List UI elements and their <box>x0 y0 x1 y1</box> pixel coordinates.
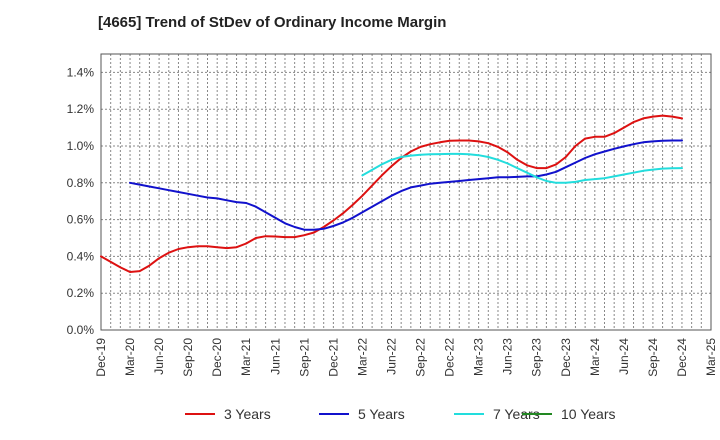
legend-label-7-years: 7 Years <box>493 406 540 422</box>
x-tick-label: Dec-23 <box>559 338 573 377</box>
chart-title: [4665] Trend of StDev of Ordinary Income… <box>98 14 447 31</box>
legend-label-5-years: 5 Years <box>358 406 405 422</box>
x-tick-label: Mar-25 <box>704 338 718 376</box>
series-line-3-years <box>100 114 683 273</box>
plot-area <box>101 54 711 330</box>
x-tick-label: Jun-20 <box>152 338 166 375</box>
legend-label-10-years: 10 Years <box>561 406 616 422</box>
x-tick-label: Mar-22 <box>355 338 369 376</box>
series-line-7-years <box>361 152 683 184</box>
x-tick-label: Jun-24 <box>617 338 631 375</box>
y-tick-label: 0.4% <box>67 249 95 263</box>
x-tick-label: Mar-21 <box>239 338 253 376</box>
y-tick-label: 0.6% <box>67 213 95 227</box>
x-tick-label: Jun-22 <box>384 338 398 375</box>
x-tick-label: Sep-23 <box>530 338 544 377</box>
series-line-5-years <box>129 139 683 231</box>
x-tick-label: Mar-23 <box>472 338 486 376</box>
x-tick-label: Jun-21 <box>268 338 282 375</box>
x-tick-label: Dec-22 <box>443 338 457 377</box>
x-tick-label: Jun-23 <box>501 338 515 375</box>
x-tick-label: Sep-20 <box>181 338 195 377</box>
x-tick-label: Sep-21 <box>297 338 311 377</box>
y-tick-label: 1.4% <box>67 65 95 79</box>
y-tick-label: 0.8% <box>67 176 95 190</box>
x-tick-label: Mar-20 <box>123 338 137 376</box>
x-tick-label: Dec-24 <box>675 338 689 377</box>
legend-label-3-years: 3 Years <box>224 406 271 422</box>
x-tick-label: Mar-24 <box>588 338 602 376</box>
x-tick-label: Dec-19 <box>94 338 108 377</box>
x-tick-label: Sep-24 <box>646 338 660 377</box>
y-tick-label: 1.0% <box>67 139 95 153</box>
y-tick-label: 0.0% <box>67 323 95 337</box>
y-tick-label: 1.2% <box>67 102 95 116</box>
y-tick-label: 0.2% <box>67 286 95 300</box>
x-tick-label: Dec-21 <box>326 338 340 377</box>
x-tick-label: Dec-20 <box>210 338 224 377</box>
plot-frame <box>100 53 712 331</box>
x-tick-label: Sep-22 <box>414 338 428 377</box>
